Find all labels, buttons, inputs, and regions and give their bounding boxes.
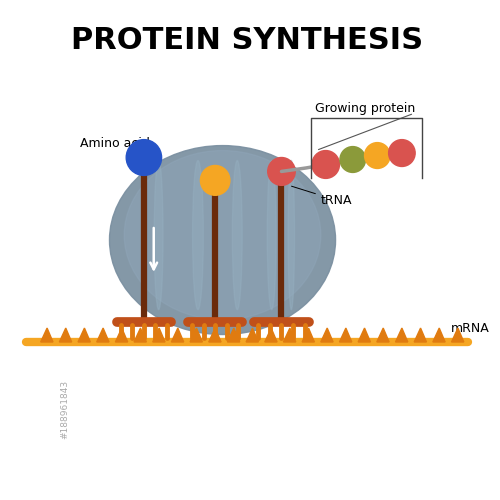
Circle shape [312,150,340,178]
Polygon shape [321,328,333,342]
Ellipse shape [208,354,306,409]
Polygon shape [96,328,109,342]
Text: PROTEIN SYNTHESIS: PROTEIN SYNTHESIS [71,26,423,55]
Ellipse shape [267,160,276,310]
Ellipse shape [110,146,336,334]
Polygon shape [396,328,408,342]
Text: Ribosome: Ribosome [206,378,268,391]
Circle shape [268,158,295,186]
Ellipse shape [154,160,163,310]
Text: tRNA: tRNA [292,186,352,207]
Ellipse shape [232,160,242,310]
Polygon shape [116,328,128,342]
Polygon shape [452,328,464,342]
Polygon shape [265,328,277,342]
Bar [75,344,468,498]
Polygon shape [246,328,258,342]
Polygon shape [152,328,165,342]
Circle shape [388,140,415,166]
Circle shape [340,146,365,172]
Circle shape [364,142,390,169]
Polygon shape [40,328,53,342]
Ellipse shape [134,352,242,412]
Text: Growing protein: Growing protein [315,102,415,115]
Polygon shape [414,328,426,342]
Polygon shape [60,328,72,342]
Polygon shape [302,328,314,342]
Polygon shape [78,328,90,342]
Text: mRNA: mRNA [451,322,490,335]
Polygon shape [433,328,445,342]
Circle shape [126,140,162,175]
Polygon shape [134,328,146,342]
Text: #188961843: #188961843 [60,380,70,439]
Polygon shape [172,328,183,342]
Ellipse shape [124,150,321,320]
Polygon shape [377,328,389,342]
Polygon shape [209,328,221,342]
Polygon shape [340,328,352,342]
Ellipse shape [129,356,316,413]
Ellipse shape [288,160,294,310]
Polygon shape [358,328,370,342]
Polygon shape [190,328,202,342]
Polygon shape [228,328,239,342]
Ellipse shape [192,160,203,310]
Text: Amino acid: Amino acid [80,136,150,156]
Circle shape [200,166,230,196]
Polygon shape [284,328,296,342]
